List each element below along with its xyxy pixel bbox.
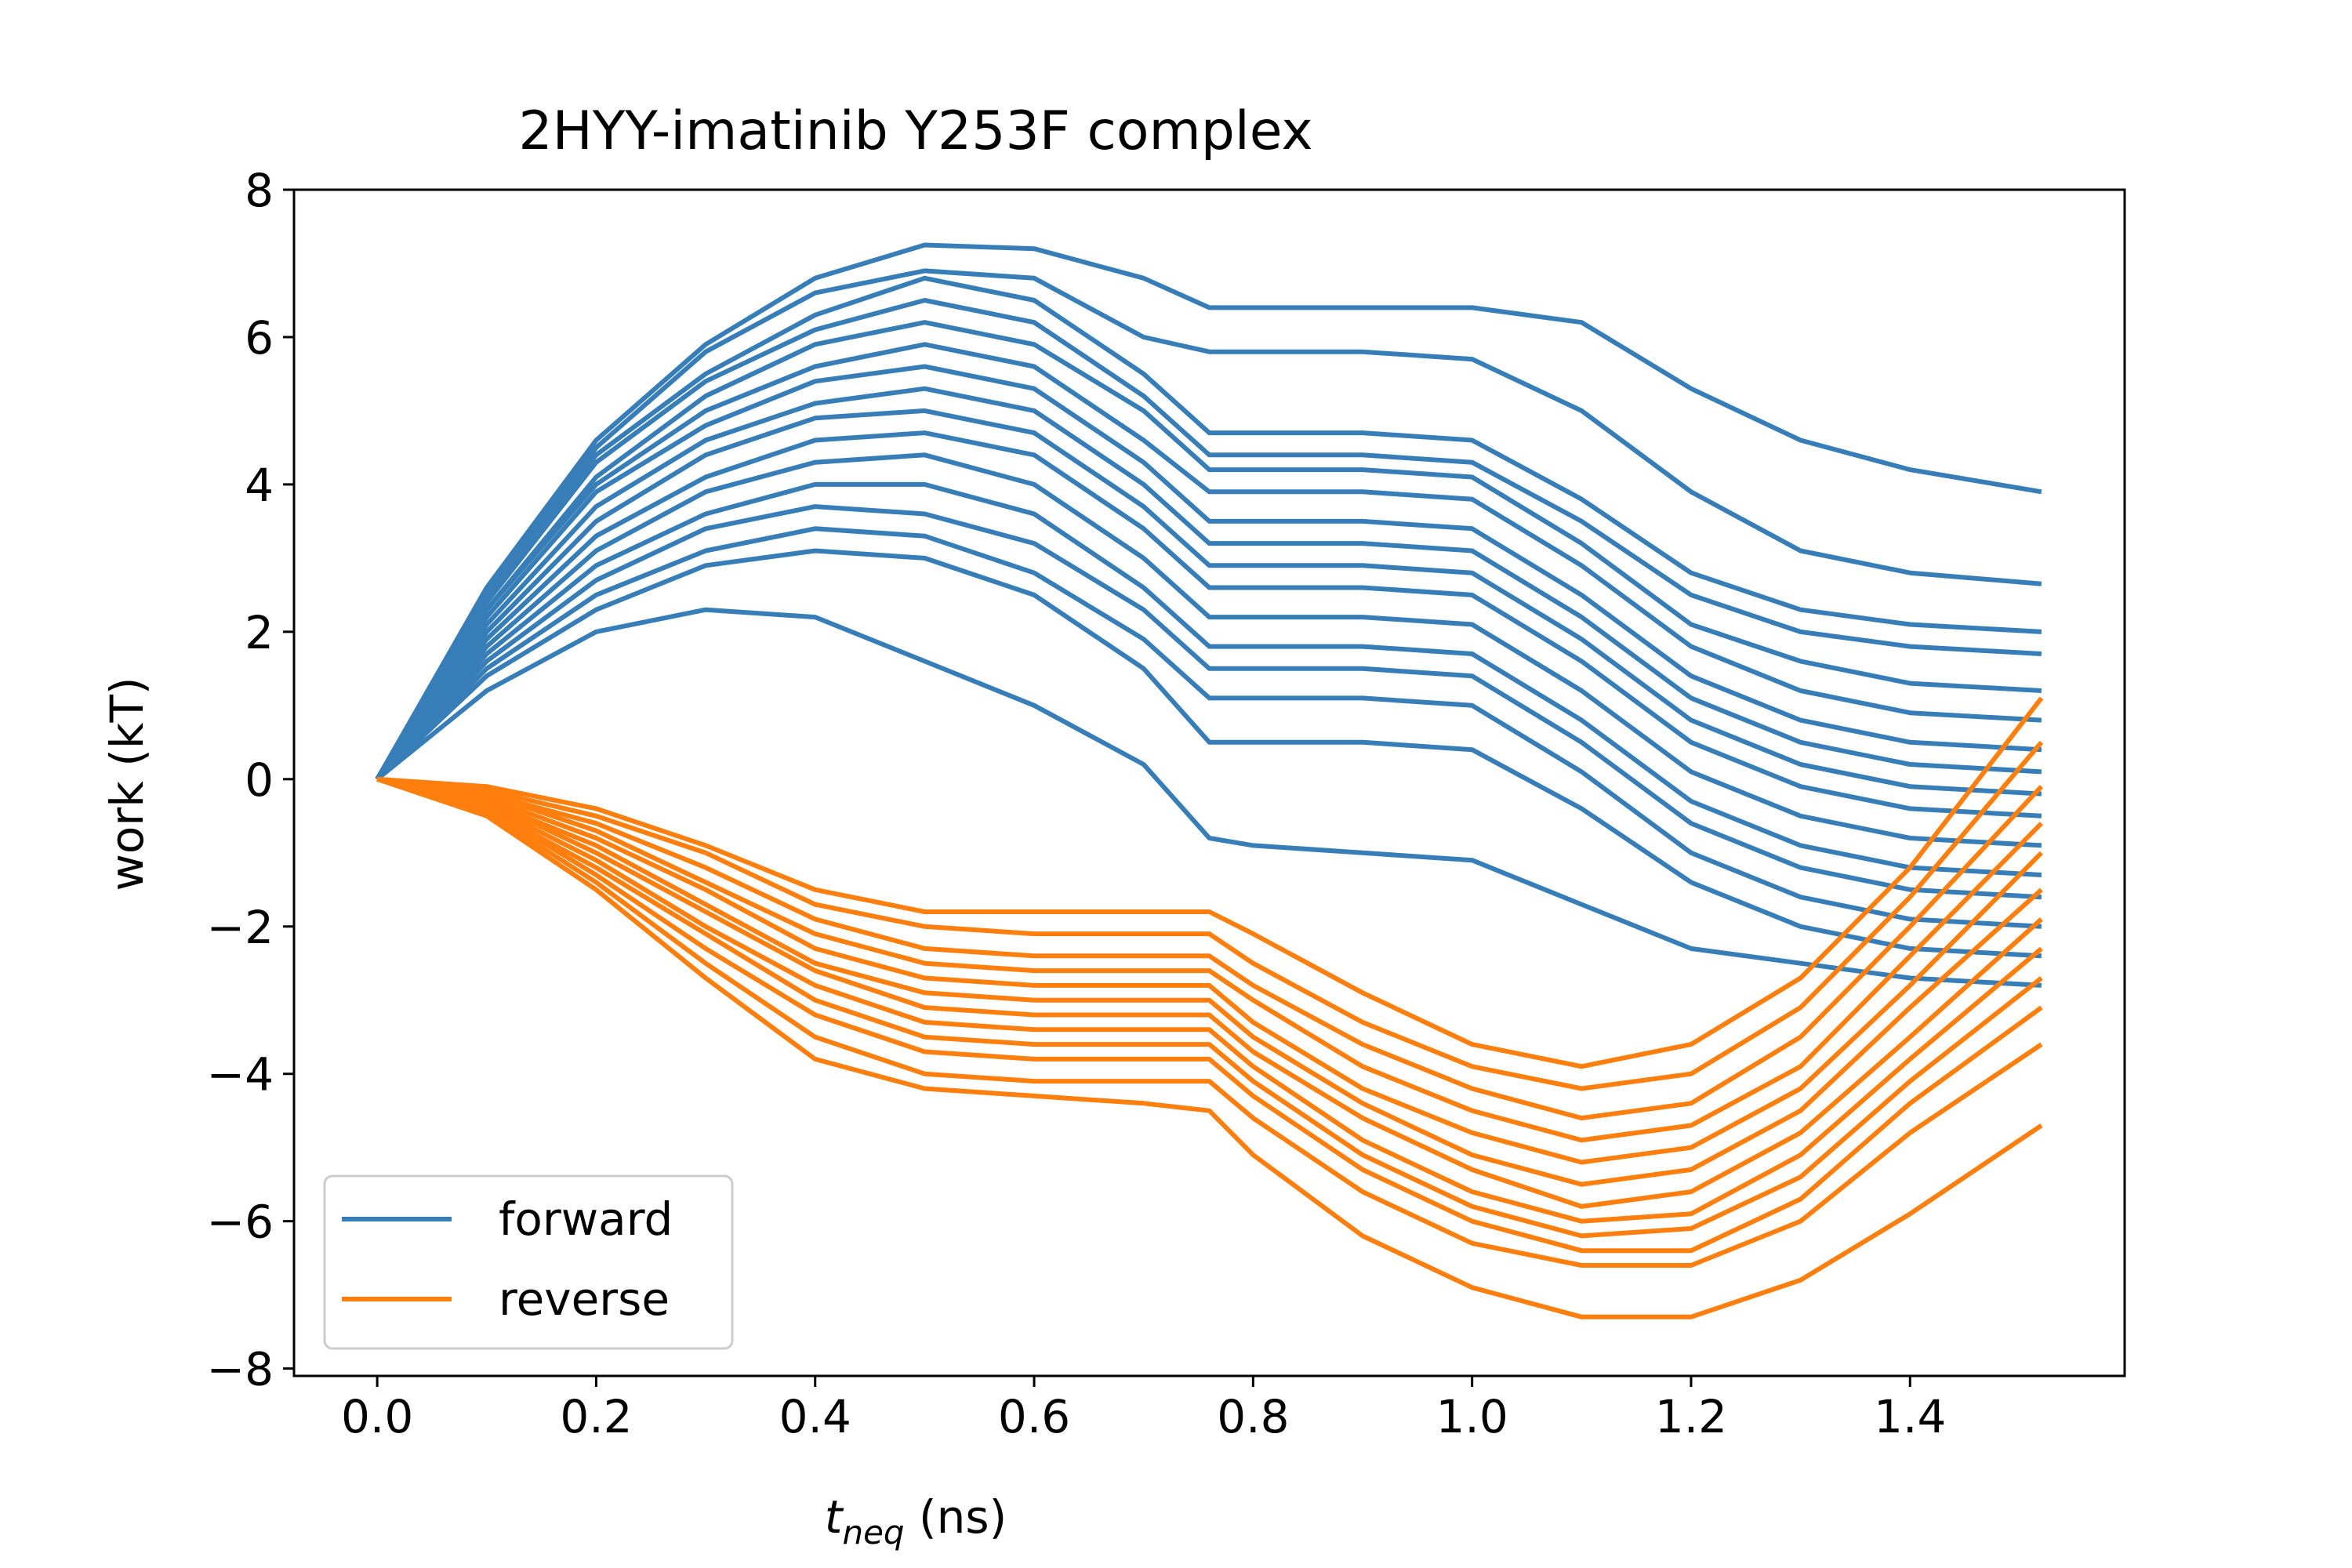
legend: forward reverse xyxy=(323,1174,734,1350)
x-tick-label: 0.4 xyxy=(779,1390,851,1443)
forward-run-line xyxy=(375,430,2042,818)
legend-label-reverse: reverse xyxy=(499,1272,670,1326)
x-axis-label-subscript: neq xyxy=(842,1513,904,1552)
x-tick-label: 0.2 xyxy=(560,1390,632,1443)
forward-run-line xyxy=(375,268,2042,781)
forward-run-line xyxy=(375,298,2042,781)
series-layer xyxy=(375,242,2044,1319)
reverse-run-line xyxy=(376,776,2043,1224)
x-tick-label: 0.0 xyxy=(341,1390,413,1443)
reverse-run-line xyxy=(376,776,2043,1254)
chart-title: 2HYY-imatinib Y253F complex xyxy=(518,100,1312,162)
y-tick-label: 8 xyxy=(245,164,274,217)
forward-run-line xyxy=(375,504,2042,900)
axes-layer xyxy=(292,188,2126,1377)
reverse-run-line xyxy=(376,740,2044,1091)
x-axis-label: tneq (ns) xyxy=(825,1490,1007,1552)
forward-run-line xyxy=(375,275,2042,781)
reverse-run-line xyxy=(376,696,2044,1069)
x-axis-label-var: t xyxy=(825,1490,844,1544)
reverse-run-line xyxy=(376,776,2043,1209)
forward-run-line xyxy=(376,548,2042,959)
reverse-run-line xyxy=(376,776,2044,1165)
legend-label-forward: forward xyxy=(499,1192,673,1246)
y-tick-label: −2 xyxy=(207,901,274,954)
x-axis-label-unit: (ns) xyxy=(905,1490,1007,1544)
forward-run-line xyxy=(375,320,2042,781)
forward-run-line xyxy=(375,481,2042,877)
forward-run-line xyxy=(375,408,2042,797)
y-tick-label: 4 xyxy=(245,459,274,512)
forward-run-line xyxy=(375,364,2042,781)
reverse-run-line xyxy=(376,776,2043,1187)
reverse-run-line xyxy=(376,776,2044,1121)
x-tick-label: 0.6 xyxy=(998,1390,1070,1443)
y-tick-label: 2 xyxy=(245,606,274,659)
series-reverse xyxy=(376,696,2044,1319)
x-tick-label: 1.2 xyxy=(1655,1390,1727,1443)
forward-run-line xyxy=(376,607,2042,988)
x-tick-label: 1.4 xyxy=(1874,1390,1946,1443)
series-forward xyxy=(375,242,2042,988)
forward-run-line xyxy=(375,386,2042,781)
reverse-run-line xyxy=(376,776,2043,1239)
forward-run-line xyxy=(375,526,2042,929)
y-tick-label: 0 xyxy=(245,753,274,807)
y-tick-label: −8 xyxy=(207,1343,274,1396)
y-axis-label: work (kT) xyxy=(100,677,154,891)
reverse-run-line xyxy=(376,776,2043,1319)
reverse-run-line xyxy=(376,776,2044,1143)
plot-frame xyxy=(292,188,2126,1377)
y-tick-label: 6 xyxy=(245,311,274,365)
x-tick-label: 0.8 xyxy=(1217,1390,1289,1443)
forward-run-line xyxy=(375,452,2042,848)
forward-run-line xyxy=(375,242,2042,781)
x-tick-label: 1.0 xyxy=(1436,1390,1508,1443)
forward-run-line xyxy=(375,342,2042,781)
y-tick-label: −6 xyxy=(207,1196,274,1249)
y-tick-label: −4 xyxy=(207,1048,274,1102)
ticks-layer: 0.0 0.2 0.4 0.6 0.8 1.0 1.2 1.4 −8 −6 −4 −2 0 2 4 6 8 xyxy=(207,164,1947,1443)
reverse-run-line xyxy=(376,776,2043,1268)
